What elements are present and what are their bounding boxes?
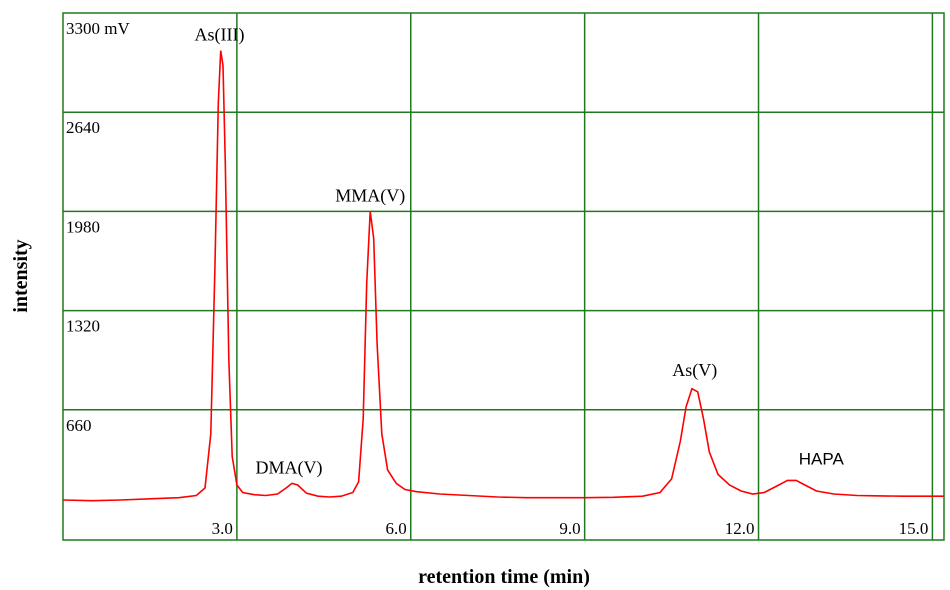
x-tick-label: 15.0	[899, 519, 929, 538]
y-tick-label: 2640	[66, 118, 100, 137]
y-tick-label: 3300 mV	[66, 19, 130, 38]
x-tick-label: 9.0	[559, 519, 580, 538]
peak-label: DMA(V)	[256, 457, 323, 478]
peak-labels: As(III) DMA(V) MMA(V) As(V) HAPA	[195, 25, 845, 479]
peak-label: HAPA	[799, 449, 845, 468]
tick-labels: 3.0 6.0 9.0 12.0 15.0 660 1320 1980 2640 3300 mV	[66, 19, 928, 538]
grid	[63, 13, 944, 540]
peak-label: As(III)	[195, 25, 245, 46]
y-tick-label: 660	[66, 416, 92, 435]
x-tick-label: 3.0	[212, 519, 233, 538]
peak-label: As(V)	[672, 360, 717, 381]
x-tick-label: 6.0	[386, 519, 407, 538]
y-axis-title: intensity	[10, 239, 32, 312]
x-axis-title: retention time (min)	[418, 566, 590, 588]
y-tick-label: 1320	[66, 317, 100, 336]
peak-label: MMA(V)	[335, 185, 405, 206]
chromatogram-trace	[62, 50, 944, 502]
y-tick-label: 1980	[66, 217, 100, 236]
plot-frame	[62, 12, 945, 541]
x-tick-label: 12.0	[725, 519, 755, 538]
